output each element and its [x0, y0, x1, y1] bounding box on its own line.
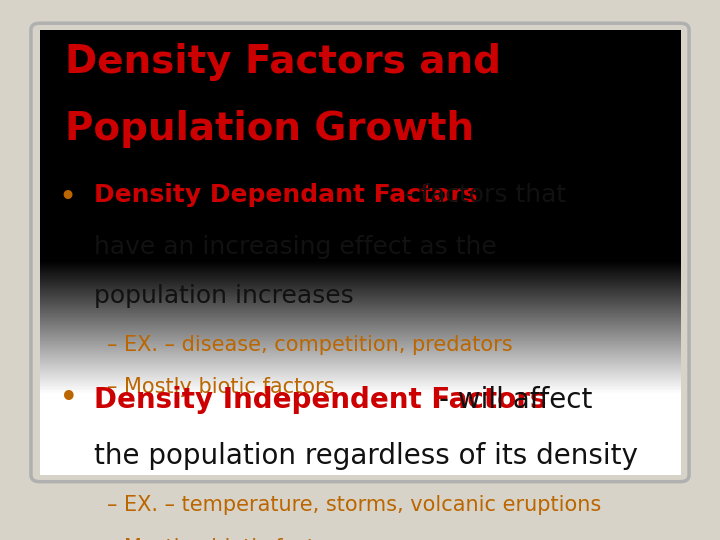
- Text: – Mostly biotic factors: – Mostly biotic factors: [107, 377, 334, 397]
- Text: have an increasing effect as the: have an increasing effect as the: [94, 234, 497, 259]
- Text: •: •: [59, 382, 78, 415]
- Text: – EX. – disease, competition, predators: – EX. – disease, competition, predators: [107, 335, 513, 355]
- Text: Density Dependant Factors: Density Dependant Factors: [94, 184, 477, 207]
- Text: the population regardless of its density: the population regardless of its density: [94, 442, 638, 470]
- Text: - will affect: - will affect: [438, 386, 592, 414]
- Text: - factors that: - factors that: [404, 184, 566, 207]
- Text: – Mostly abiotic factors: – Mostly abiotic factors: [107, 537, 347, 540]
- Text: population increases: population increases: [94, 284, 354, 308]
- Text: – EX. – temperature, storms, volcanic eruptions: – EX. – temperature, storms, volcanic er…: [107, 495, 601, 515]
- Text: Density Factors and: Density Factors and: [66, 43, 501, 81]
- Text: Density Independent Factors: Density Independent Factors: [94, 386, 546, 414]
- Text: •: •: [59, 184, 77, 212]
- Text: Population Growth: Population Growth: [66, 110, 474, 148]
